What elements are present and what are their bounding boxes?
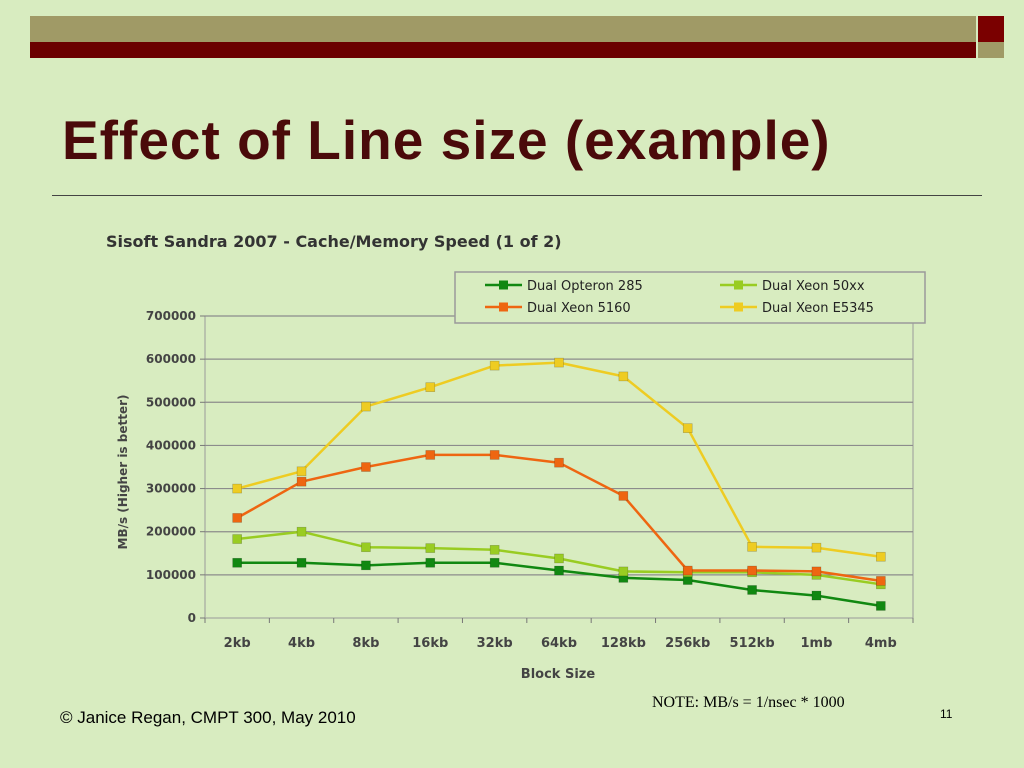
data-point: [361, 401, 371, 412]
x-tick-label: 64kb: [541, 636, 577, 651]
header-bar-olive: [30, 16, 976, 42]
data-point: [296, 557, 307, 568]
data-point: [876, 551, 886, 562]
data-point: [811, 566, 822, 577]
y-axis-label: MB/s (Higher is better): [116, 395, 130, 550]
data-point: [618, 371, 629, 382]
x-tick-label: 512kb: [730, 636, 775, 651]
data-point: [876, 601, 886, 611]
data-point: [232, 557, 242, 568]
title-divider: [52, 195, 982, 196]
data-point: [682, 423, 693, 433]
data-point: [811, 590, 822, 601]
legend-marker: [734, 280, 743, 290]
y-tick-label: 500000: [146, 395, 196, 409]
x-tick-label: 32kb: [477, 636, 513, 651]
page-number: 11: [940, 707, 953, 721]
chart-title: Sisoft Sandra 2007 - Cache/Memory Speed …: [106, 232, 562, 251]
data-point: [489, 545, 500, 555]
data-point: [554, 553, 564, 564]
data-point: [425, 557, 436, 568]
data-point: [296, 526, 307, 537]
x-axis-label: Block Size: [521, 667, 596, 682]
y-tick-label: 200000: [146, 525, 196, 539]
header-square-maroon: [978, 16, 1004, 42]
data-point: [232, 534, 242, 544]
y-tick-label: 400000: [146, 438, 196, 452]
data-point: [489, 557, 500, 568]
x-tick-label: 256kb: [665, 636, 710, 651]
data-point: [489, 360, 500, 371]
data-point: [489, 450, 500, 460]
data-point: [747, 565, 757, 576]
slide-title: Effect of Line size (example): [62, 109, 831, 171]
y-tick-label: 0: [188, 611, 196, 625]
footer-copyright: © Janice Regan, CMPT 300, May 2010: [60, 708, 356, 727]
data-point: [361, 462, 371, 472]
data-point: [296, 476, 307, 487]
legend-label: Dual Xeon E5345: [762, 301, 874, 316]
x-tick-label: 128kb: [601, 636, 646, 651]
y-tick-label: 700000: [146, 309, 196, 323]
y-tick-label: 300000: [146, 482, 196, 496]
x-tick-label: 1mb: [801, 636, 833, 651]
data-point: [618, 566, 629, 577]
header-square-olive: [978, 42, 1004, 58]
legend-label: Dual Xeon 50xx: [762, 279, 865, 294]
x-tick-label: 8kb: [352, 636, 379, 651]
y-tick-label: 600000: [146, 352, 196, 366]
legend-box: [454, 271, 926, 324]
legend-label: Dual Opteron 285: [527, 279, 643, 294]
legend-marker: [499, 280, 508, 290]
data-point: [232, 513, 242, 523]
data-point: [811, 542, 822, 553]
x-tick-label: 4mb: [865, 636, 897, 651]
legend-label: Dual Xeon 5160: [527, 301, 631, 316]
data-point: [876, 576, 886, 586]
data-point: [554, 457, 564, 468]
data-point: [747, 542, 757, 552]
x-tick-label: 2kb: [224, 636, 251, 651]
data-point: [618, 491, 629, 501]
data-point: [747, 585, 757, 595]
data-point: [361, 542, 371, 553]
legend-marker: [734, 302, 743, 312]
data-point: [296, 466, 307, 477]
data-point: [361, 560, 371, 571]
data-point: [425, 543, 436, 553]
x-tick-label: 4kb: [288, 636, 315, 651]
data-point: [425, 382, 436, 392]
legend-marker: [499, 302, 508, 312]
y-tick-label: 100000: [146, 568, 196, 582]
data-point: [232, 483, 242, 494]
data-point: [554, 565, 564, 576]
header-bar-maroon: [30, 42, 976, 58]
data-point: [554, 357, 564, 368]
x-tick-label: 16kb: [412, 636, 448, 651]
note-text: NOTE: MB/s = 1/nsec * 1000: [652, 694, 845, 711]
data-point: [682, 565, 693, 576]
data-point: [425, 450, 436, 460]
